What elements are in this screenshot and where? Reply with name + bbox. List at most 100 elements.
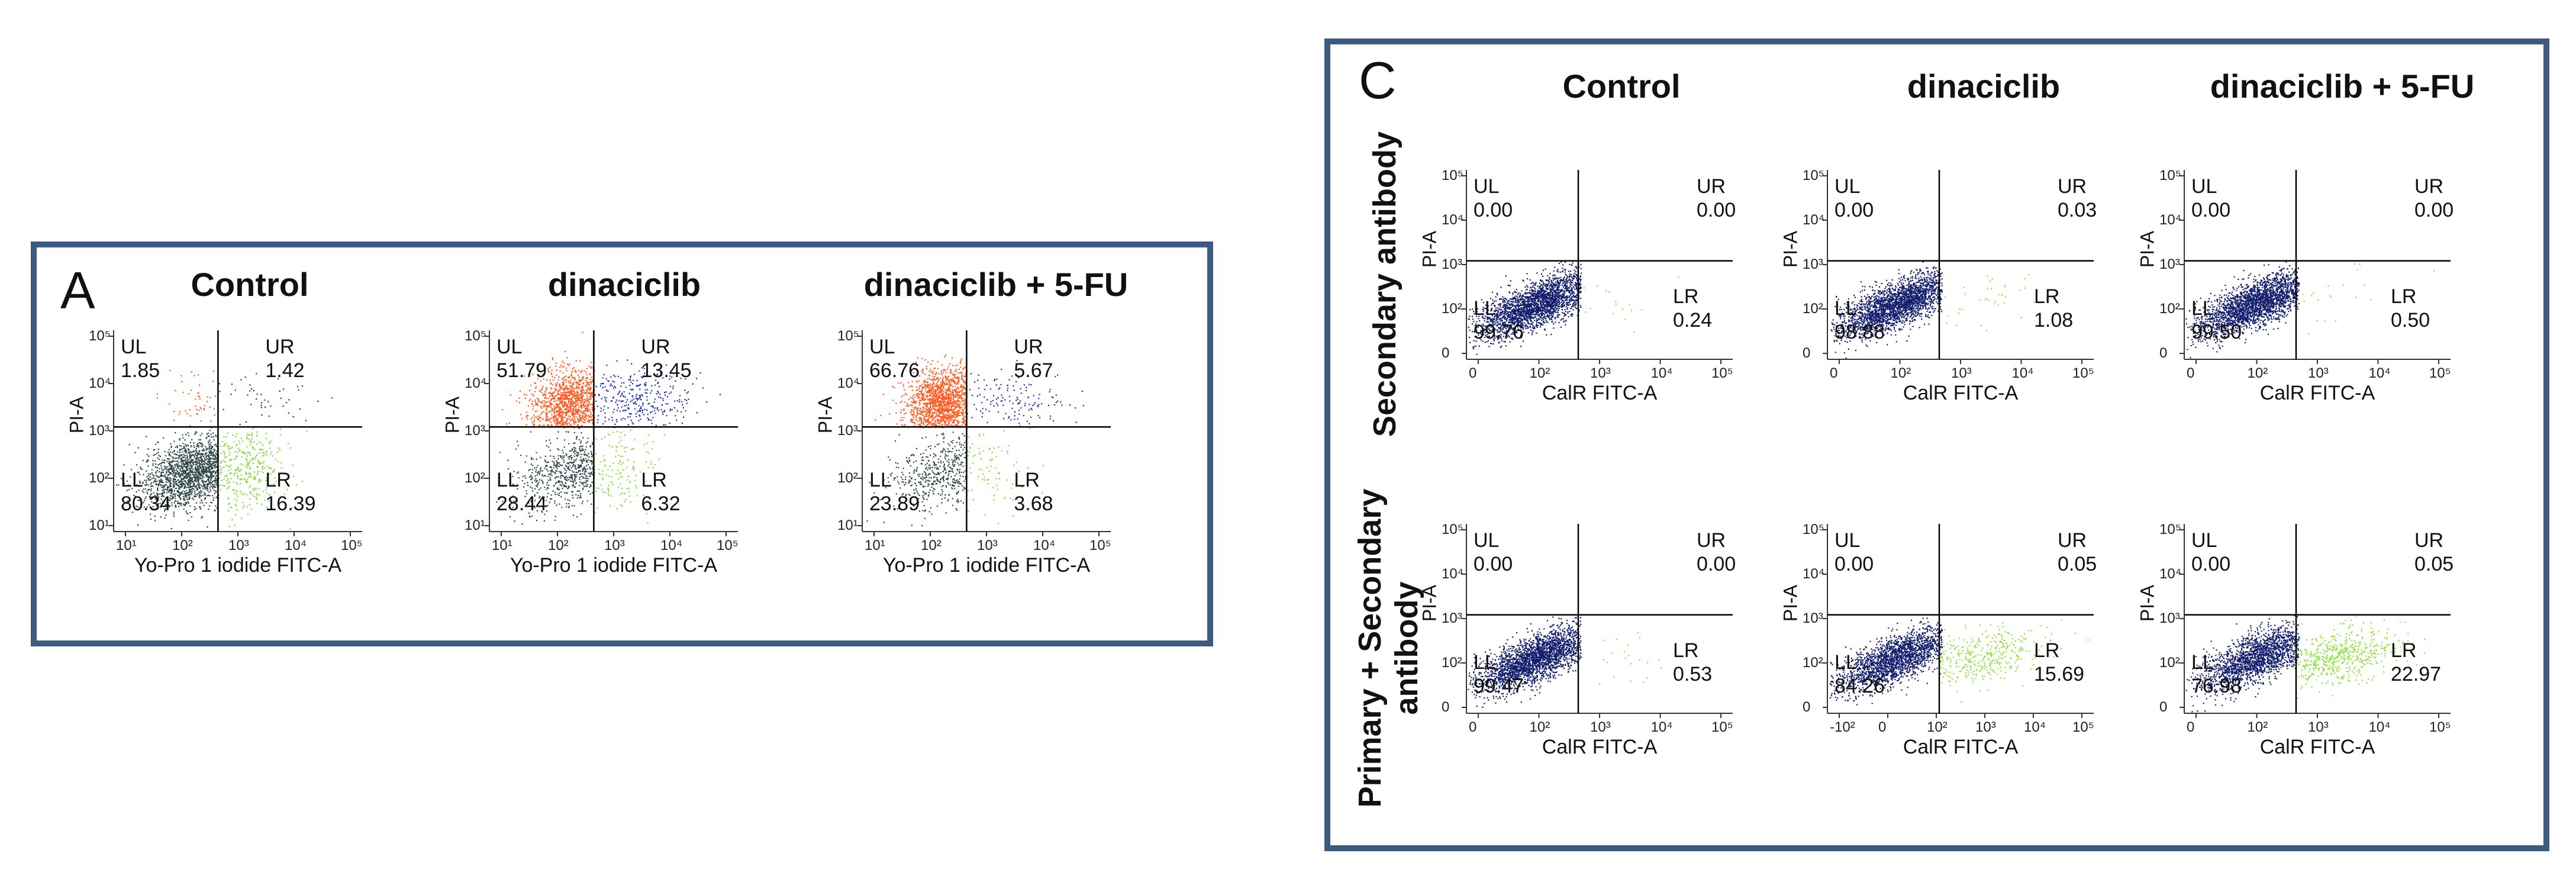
panel-c-row-secondary-text: Secondary antibody — [1367, 131, 1403, 437]
quadrant-name: UR — [2058, 529, 2087, 552]
x-tick-label: 10³ — [2308, 719, 2329, 735]
scatter-points — [966, 360, 1084, 428]
quadrant-percent: 3.68 — [1014, 492, 1053, 516]
quadrant-percent: 0.53 — [1673, 662, 1713, 685]
y-tick-label: 0 — [1803, 345, 1811, 361]
scatter-points — [502, 331, 595, 429]
panel-c-frame: C Control dinaciclib dinaciclib + 5-FU S… — [1324, 38, 2549, 851]
quadrant-lr: LR 22.97 — [2391, 639, 2441, 686]
y-tick-label: 10⁴ — [837, 375, 860, 391]
quadrant-percent: 0.00 — [2191, 553, 2231, 575]
quadrant-ur: UR 1.42 — [265, 335, 304, 382]
x-tick-label: 10⁵ — [341, 537, 363, 553]
scatter-layer — [1468, 616, 1662, 708]
quadrant-name: UL — [1835, 175, 1861, 198]
quadrant-ur: UR 0.05 — [2058, 529, 2097, 576]
panel-c-plot-secondary-control-canvas — [1462, 170, 1733, 364]
scatter-points — [2185, 614, 2300, 713]
x-tick-label: 10⁵ — [2072, 719, 2094, 735]
y-tick-label: 10⁴ — [465, 375, 487, 391]
x-tick-label: 10³ — [2308, 365, 2329, 381]
quadrant-name: UL — [1474, 529, 1500, 552]
quadrant-lr: LR 0.50 — [2391, 285, 2430, 332]
quadrant-percent: 80.34 — [121, 492, 172, 516]
scatter-points — [496, 427, 595, 525]
x-axis-label: CalR FITC-A — [1542, 736, 1658, 758]
panel-a-col-dinaciclib-5fu: dinaciclib + 5-FU — [863, 266, 1129, 303]
quadrant-ur: UR 0.00 — [1697, 175, 1736, 222]
y-tick-label: 10² — [837, 470, 858, 486]
y-axis-label: PI-A — [2136, 230, 2158, 268]
y-tick-label: 0 — [1442, 345, 1450, 361]
y-axis-label: PI-A — [1779, 584, 1801, 622]
panel-a-plot-dinaciclib-canvas — [485, 330, 738, 536]
x-tick-label: 10⁵ — [1711, 719, 1733, 735]
y-tick-label: 10⁵ — [2159, 168, 2181, 184]
x-tick-label: 10⁴ — [1650, 365, 1673, 381]
scatter-points — [1468, 616, 1582, 708]
x-tick-label: 10⁵ — [2072, 365, 2094, 381]
panel-c-plot-primary-dinaciclib-5fu: 0 10² 10³ 10⁴ 10⁵ 10⁵ 10⁴ 10³ 10² 0 CalR FITC-A PI-… — [2137, 522, 2454, 758]
x-tick-label: 10⁵ — [717, 537, 739, 553]
y-tick-label: 10² — [1803, 301, 1823, 317]
quadrant-percent: 99.47 — [1474, 674, 1524, 697]
quadrant-ll: LL 99.50 — [2191, 297, 2242, 344]
scatter-points — [1829, 616, 1943, 706]
y-tick-label: 10⁴ — [1442, 566, 1464, 582]
quadrant-percent: 0.00 — [1697, 553, 1736, 575]
quadrant-name: UL — [1474, 175, 1500, 198]
quadrant-name: LR — [2034, 285, 2060, 308]
panel-c-row-primary-line1: Primary + Secondary — [1352, 488, 1388, 808]
quadrant-percent: 0.24 — [1673, 308, 1713, 331]
scatter-layer — [866, 354, 1084, 527]
quadrant-ul: UL 0.00 — [1474, 529, 1513, 576]
quadrant-percent: 0.00 — [2414, 199, 2454, 221]
y-tick-label: 0 — [2159, 345, 2168, 361]
quadrant-lr: LR 6.32 — [641, 468, 680, 516]
scatter-layer — [2185, 614, 2426, 713]
quadrant-lr: LR 3.68 — [1014, 468, 1053, 516]
quadrant-percent: 23.89 — [869, 492, 920, 516]
x-tick-label: 10⁵ — [2429, 719, 2451, 735]
y-tick-label: 10⁵ — [837, 328, 859, 344]
quadrant-percent: 1.85 — [121, 359, 160, 382]
y-tick-label: 10³ — [1803, 256, 1823, 272]
quadrant-percent: 84.26 — [1835, 674, 1885, 697]
quadrant-name: UR — [265, 336, 295, 358]
x-axis-label: CalR FITC-A — [2259, 736, 2375, 758]
x-tick-label: 10² — [548, 537, 569, 553]
quadrant-name: UR — [1697, 529, 1726, 552]
x-tick-label: 0 — [1469, 719, 1477, 735]
quadrant-percent: 0.00 — [1474, 199, 1513, 221]
quadrant-name: LR — [2391, 285, 2417, 308]
y-tick-label: 10⁵ — [89, 328, 111, 344]
panel-a-plot-dinaciclib-5fu: 10¹ 10² 10³ 10⁴ 10⁵ 10⁵ 10⁴ 10³ 10² 10¹ Yo-Pro 1 i… — [815, 328, 1111, 577]
quadrant-name: LL — [1474, 651, 1496, 674]
panel-c-row-secondary: Secondary antibody — [1366, 131, 1403, 437]
quadrant-percent: 28.44 — [496, 492, 547, 516]
panel-a-col-control: Control — [191, 266, 309, 303]
quadrant-ur: UR 0.00 — [2414, 175, 2454, 222]
y-tick-label: 10⁵ — [465, 328, 486, 344]
x-tick-label: 0 — [1830, 365, 1838, 381]
quadrant-lr: LR 15.69 — [2034, 639, 2084, 686]
y-tick-label: 10³ — [2159, 610, 2180, 626]
quadrant-ul: UL 0.00 — [1474, 175, 1513, 222]
quadrant-name: LR — [2034, 639, 2060, 662]
scatter-points — [594, 430, 665, 524]
quadrant-ll: LL 99.47 — [1474, 651, 1524, 698]
x-tick-label: 10⁴ — [660, 537, 683, 553]
quadrant-ul: UL 0.00 — [2191, 175, 2230, 222]
quadrant-percent: 0.00 — [2191, 199, 2231, 221]
y-tick-label: 10² — [1803, 655, 1823, 671]
panel-a-plot-control: 10¹ 10² 10³ 10⁴ 10⁵ 10⁵ 10⁴ 10³ 10² 10¹ Yo-Pro 1 i… — [66, 328, 363, 577]
quadrant-name: UL — [1835, 529, 1861, 552]
y-axis-label: PI-A — [814, 397, 836, 434]
panel-c-plot-primary-control-canvas — [1462, 524, 1733, 718]
y-tick-label: 10⁴ — [2159, 566, 2182, 582]
x-tick-label: 0 — [2187, 719, 2195, 735]
x-tick-label: 10³ — [1951, 365, 1972, 381]
x-axis-label: CalR FITC-A — [2259, 382, 2375, 404]
scatter-points — [116, 427, 220, 530]
quadrant-name: UR — [641, 336, 670, 358]
